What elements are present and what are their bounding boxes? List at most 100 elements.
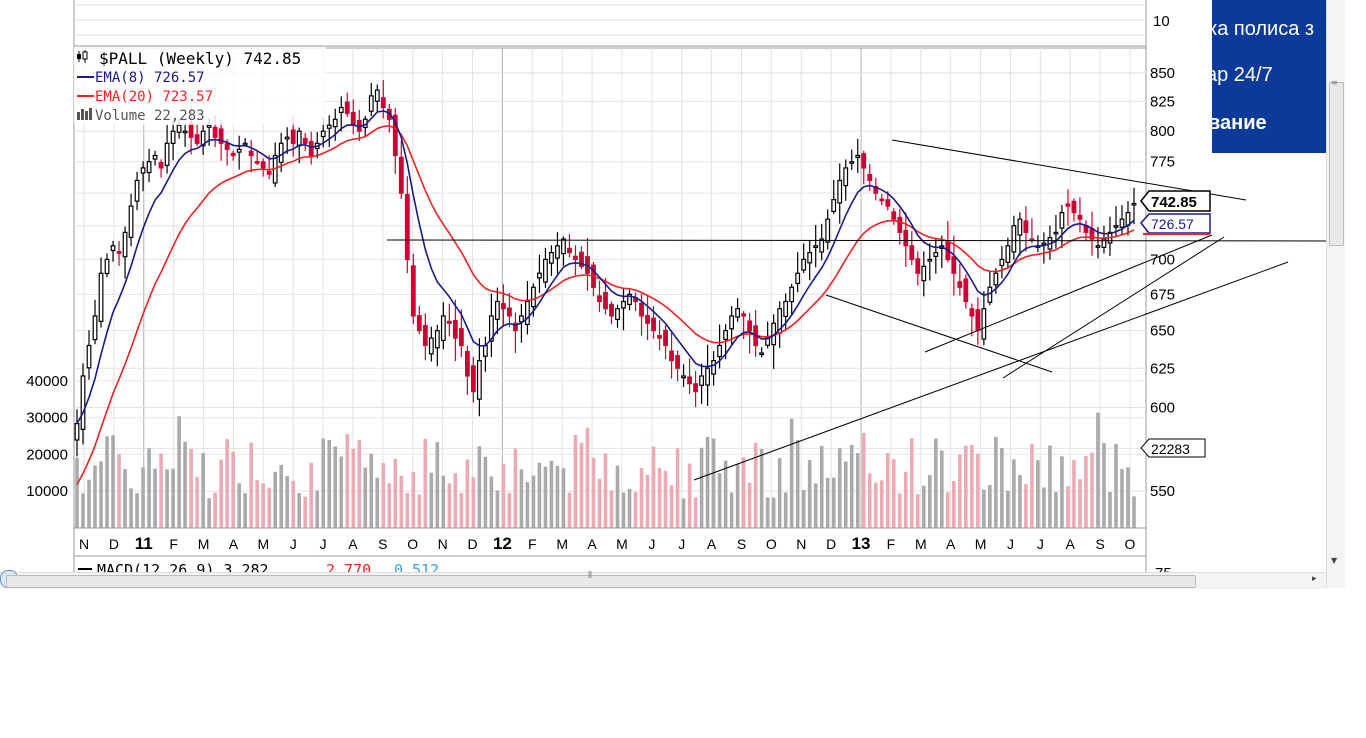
volume-bar (459, 492, 464, 528)
price-tick-label: 775 (1150, 154, 1175, 171)
candle-body (687, 376, 692, 385)
candle-body (849, 161, 855, 164)
candle-body (735, 308, 741, 318)
volume-bar (645, 474, 650, 528)
volume-bar (705, 436, 710, 528)
candle-body (921, 265, 927, 282)
x-tick-label: O (766, 536, 777, 552)
volume-bar (1048, 445, 1052, 528)
volume-bar (291, 480, 296, 528)
volume-bar (729, 492, 734, 528)
horizontal-scroll-thumb[interactable] (6, 575, 1196, 588)
x-tick-label: N (796, 536, 806, 552)
candle-body (122, 231, 128, 258)
volume-bar (795, 440, 800, 528)
candle-body (915, 258, 921, 274)
x-tick-label: O (1125, 536, 1136, 552)
volume-bar (735, 464, 740, 528)
volume-bar (934, 438, 938, 528)
volume-bar (897, 493, 902, 528)
scroll-down-arrow-icon[interactable]: ▼ (1331, 556, 1338, 565)
scroll-right-arrow-icon[interactable]: ▸ (1312, 574, 1317, 584)
ad-banner[interactable]: ка полиса з ар 24/7 вание (1212, 0, 1326, 153)
candle-body (188, 122, 194, 138)
candle-body (579, 251, 584, 267)
volume-bar (279, 464, 283, 528)
candle-body (909, 245, 915, 261)
volume-bar (663, 470, 668, 528)
volume-bar (1018, 474, 1022, 528)
candle-body (482, 344, 488, 357)
volume-bar (255, 480, 259, 528)
x-tick-label: 12 (493, 534, 512, 553)
candle-body (302, 137, 308, 144)
volume-bar (369, 453, 374, 528)
volume-bar (970, 445, 974, 528)
candle-body (879, 198, 885, 202)
x-tick-label: F (169, 536, 178, 552)
ad-line-1: ка полиса з (1212, 18, 1315, 40)
volume-bar (447, 483, 452, 528)
volume-bar (928, 475, 932, 528)
volume-bar (1012, 459, 1016, 528)
candle-body (933, 251, 939, 257)
volume-bar (753, 442, 758, 528)
trendlines (386, 139, 1326, 481)
candle-body (657, 335, 662, 339)
candle-body (747, 320, 753, 332)
candle-body (494, 300, 500, 320)
volume-bar (879, 480, 884, 528)
ema-lines (76, 110, 1135, 485)
volume-bar (273, 471, 277, 528)
volume-bar (441, 475, 446, 528)
vertical-scroll-thumb[interactable] (1329, 82, 1344, 246)
volume-bar (471, 477, 476, 528)
volume-bar (99, 461, 103, 528)
candle-body (1131, 202, 1137, 206)
candle-body (705, 367, 710, 386)
horizontal-scrollbar[interactable]: ⦀ ▸ (0, 570, 1326, 589)
candle-body (609, 303, 614, 317)
candle-body (1095, 245, 1101, 248)
candle-body (350, 111, 356, 126)
candle-body (759, 352, 765, 356)
volume-tick-label: 30000 (26, 410, 68, 427)
volume-tick-label: 20000 (26, 446, 68, 463)
trendline (1002, 236, 1225, 379)
volume-bar (141, 467, 145, 528)
volume-bar (171, 468, 175, 528)
x-tick-label: J (1037, 536, 1044, 552)
price-tick-label: 700 (1150, 251, 1175, 268)
candle-body (549, 251, 554, 264)
volume-bar (243, 493, 247, 528)
candle-body (308, 140, 314, 157)
volume-bar (399, 475, 404, 528)
candle-body (74, 422, 80, 441)
volume-bar (1096, 412, 1100, 528)
candle-body (194, 134, 200, 144)
volume-bar (177, 416, 181, 528)
x-tick-label: M (257, 536, 269, 552)
volume-bar (153, 468, 157, 528)
price-tick-label: 650 (1150, 323, 1175, 340)
candle-body (458, 328, 464, 347)
volume-bar (1030, 443, 1034, 528)
candle-body (507, 307, 512, 317)
volume-bar (1042, 487, 1046, 528)
candlestick-icon (77, 50, 88, 63)
vertical-scrollbar[interactable]: ≡ ▼ (1326, 0, 1345, 588)
candle-body (134, 179, 140, 202)
volume-bar (93, 465, 97, 528)
candle-body (717, 344, 723, 358)
candle-body (501, 303, 506, 310)
candle-body (476, 360, 482, 400)
volume-bar (129, 488, 133, 528)
volume-bars-icon (77, 108, 92, 120)
candle-body (1113, 225, 1119, 228)
volume-bar (81, 493, 85, 528)
candle-body (152, 154, 158, 160)
volume-bar (675, 448, 680, 528)
x-tick-label: D (109, 536, 119, 552)
candle-body (392, 114, 398, 157)
volume-bar (543, 466, 548, 528)
